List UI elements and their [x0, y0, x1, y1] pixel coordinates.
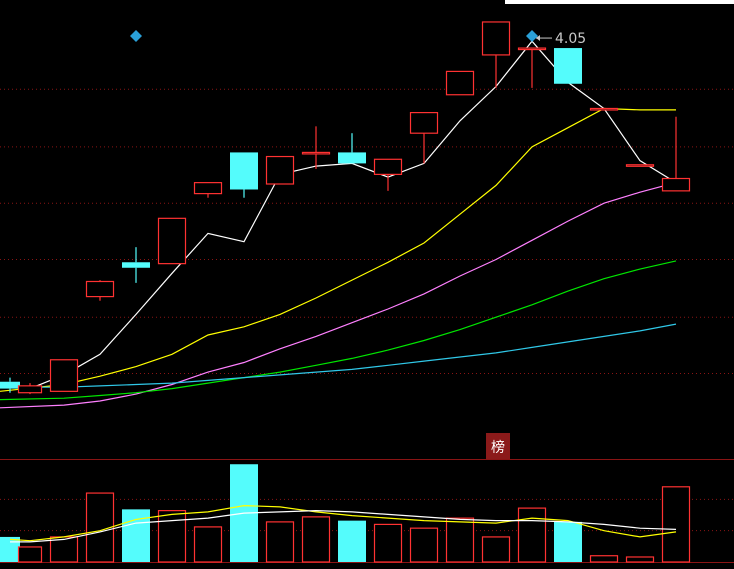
- candle-body: [373, 158, 403, 175]
- volume-bar-6[interactable]: [193, 526, 223, 563]
- candle-body: [122, 262, 150, 268]
- candles[interactable]: [0, 21, 691, 395]
- candle-18[interactable]: [625, 164, 655, 167]
- candle-body: [445, 70, 475, 96]
- volume-bar-9[interactable]: [301, 516, 331, 563]
- candle-8[interactable]: [265, 155, 295, 185]
- candle-body: [49, 359, 79, 392]
- candle-11[interactable]: [373, 158, 403, 191]
- candle-body: [625, 164, 655, 167]
- candle-7[interactable]: [230, 152, 258, 198]
- volume-bar-16[interactable]: [554, 521, 582, 562]
- volume-bar-13[interactable]: [445, 517, 475, 563]
- candle-9[interactable]: [301, 126, 331, 169]
- volume-bar-10[interactable]: [338, 520, 366, 562]
- ma-line-5: [0, 323, 677, 388]
- candle-body: [265, 155, 295, 185]
- candle-10[interactable]: [338, 133, 366, 164]
- volume-bar-8[interactable]: [265, 521, 295, 563]
- volume-bar-19[interactable]: [661, 486, 691, 563]
- candle-body: [301, 151, 331, 155]
- candle-5[interactable]: [157, 217, 187, 265]
- volume-bar-15[interactable]: [517, 507, 547, 563]
- top-edge-bar: [505, 0, 734, 4]
- candle-19[interactable]: [661, 116, 691, 192]
- candle-body: [554, 48, 582, 84]
- candle-body: [230, 152, 258, 190]
- candle-16[interactable]: [554, 48, 582, 84]
- volume-bar-12[interactable]: [409, 527, 439, 563]
- candle-body: [517, 47, 547, 51]
- candle-3[interactable]: [85, 280, 115, 301]
- candle-2[interactable]: [49, 359, 79, 392]
- ma-line-4: [0, 260, 677, 401]
- candle-body: [481, 21, 511, 56]
- candle-4[interactable]: [122, 247, 150, 283]
- candle-body: [409, 111, 439, 134]
- volume-bar-18[interactable]: [625, 556, 655, 563]
- list-badge-text: 榜: [491, 439, 505, 456]
- candle-0[interactable]: [0, 377, 20, 393]
- signal-marker-diamond: [130, 30, 142, 42]
- candle-12[interactable]: [409, 111, 439, 164]
- ma-line-3: [0, 182, 677, 409]
- signal-marker-diamond: [526, 30, 538, 42]
- annotations: 4.05 榜: [130, 30, 586, 459]
- volume-bar-17[interactable]: [589, 555, 619, 563]
- candle-15[interactable]: [517, 47, 547, 88]
- price-grid: [0, 88, 734, 460]
- volume-bar-5[interactable]: [157, 510, 187, 563]
- candle-14[interactable]: [481, 21, 511, 88]
- candle-17[interactable]: [589, 107, 619, 111]
- candle-1[interactable]: [17, 383, 43, 395]
- ma-line-1: [9, 40, 677, 390]
- volume-bar-0[interactable]: [0, 536, 20, 562]
- moving-average-lines: [0, 40, 677, 409]
- candle-body: [17, 385, 43, 394]
- volume-average-lines: [9, 504, 677, 543]
- list-badge: [486, 433, 510, 459]
- candle-body: [157, 217, 187, 265]
- volume-bar-2[interactable]: [49, 536, 79, 563]
- volume-bar-4[interactable]: [122, 509, 150, 562]
- candle-body: [338, 152, 366, 164]
- candle-body: [193, 182, 223, 195]
- volume-ma-line-2: [10, 509, 677, 543]
- ma-line-2: [0, 107, 676, 392]
- candle-body: [661, 177, 691, 192]
- high-pointer-arrow: [536, 35, 540, 42]
- volume-bars[interactable]: [0, 464, 691, 563]
- volume-bar-1[interactable]: [17, 546, 43, 563]
- candle-6[interactable]: [193, 182, 223, 198]
- candle-body: [85, 280, 115, 298]
- high-price-label: 4.05: [555, 31, 586, 47]
- candle-13[interactable]: [445, 70, 475, 96]
- volume-bar-14[interactable]: [481, 536, 511, 563]
- candle-body: [589, 107, 619, 111]
- volume-ma-line-1: [9, 504, 677, 542]
- volume-bar-11[interactable]: [373, 523, 403, 563]
- candle-body: [0, 381, 20, 389]
